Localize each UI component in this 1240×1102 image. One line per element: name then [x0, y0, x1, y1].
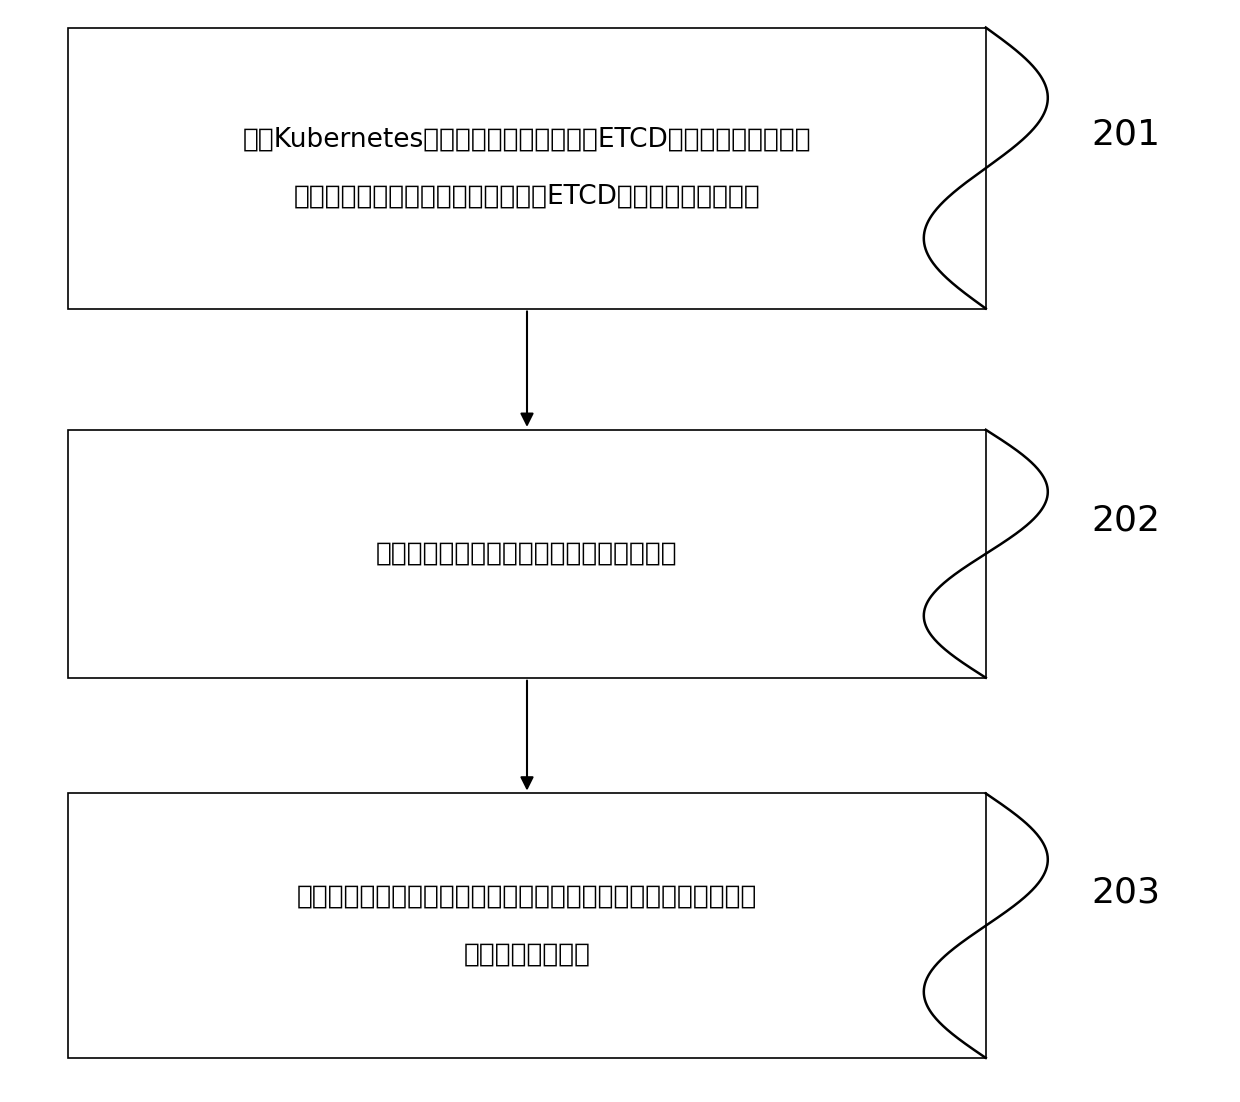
Bar [68, 793, 986, 1058]
Bar [68, 28, 986, 309]
Text: 监测Kubernetes的分布式键值对存储系统ETCD中配置数据的数据状: 监测Kubernetes的分布式键值对存储系统ETCD中配置数据的数据状 [243, 127, 811, 152]
Text: 判断第一配置数据与第二配置数据是否匹配: 判断第一配置数据与第二配置数据是否匹配 [376, 541, 678, 566]
Text: 态，若数据状态为有数据更新，则从ETCD中获取第一配置数据: 态，若数据状态为有数据更新，则从ETCD中获取第一配置数据 [294, 184, 760, 209]
Text: 若不匹配，则将第一配置数据发送给数据转发软件，完成对数据转: 若不匹配，则将第一配置数据发送给数据转发软件，完成对数据转 [296, 884, 758, 910]
Text: 发软件的配置更新: 发软件的配置更新 [464, 941, 590, 968]
Text: 203: 203 [1091, 876, 1161, 909]
Text: 202: 202 [1091, 504, 1161, 538]
Bar [68, 430, 986, 678]
Text: 201: 201 [1091, 118, 1161, 152]
